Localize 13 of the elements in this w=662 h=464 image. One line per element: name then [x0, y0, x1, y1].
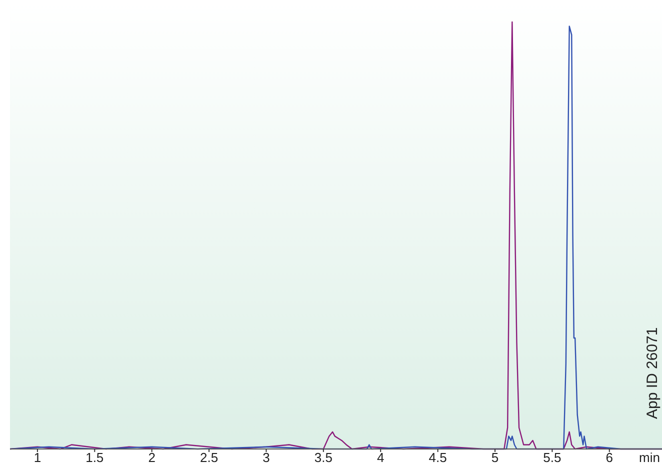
x-tick-label: 2 — [148, 450, 156, 464]
x-tick-label: 1 — [34, 450, 42, 464]
x-tick-label: 4.5 — [428, 450, 447, 464]
x-tick-label: 5 — [491, 450, 499, 464]
x-tick-label: 2.5 — [200, 450, 218, 464]
x-axis-title: min — [639, 450, 660, 464]
annotation: App ID 26071 — [644, 327, 661, 419]
x-tick-label: 6 — [606, 450, 613, 464]
x-tick-label: 4 — [376, 450, 384, 464]
x-tick-label: 5.5 — [543, 450, 562, 464]
x-tick-label: 3 — [262, 450, 270, 464]
x-tick-label: 3.5 — [314, 450, 332, 464]
x-tick-label: 1.5 — [86, 450, 104, 464]
